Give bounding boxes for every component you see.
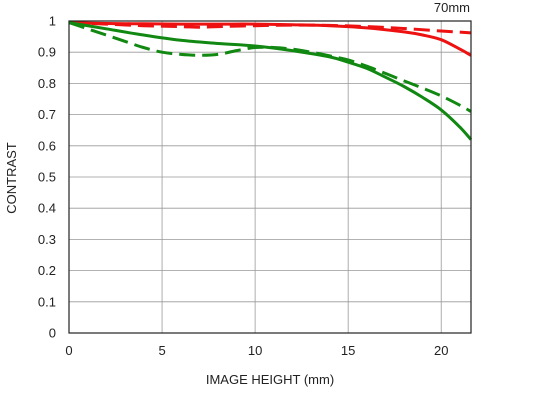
series-line-1 [68, 21, 472, 57]
y-tick-label: 0.5 [38, 170, 56, 185]
y-tick-label: 0.6 [38, 138, 56, 153]
focal-length-label: 70mm [434, 0, 470, 15]
x-axis-title: IMAGE HEIGHT (mm) [206, 372, 334, 387]
y-tick-label: 0.8 [38, 76, 56, 91]
series-line-4 [68, 21, 472, 113]
x-tick-labels: 0 5 10 15 20 [65, 343, 448, 358]
y-tick-labels: 0 0.1 0.2 0.3 0.4 0.5 0.6 0.7 0.8 0.9 1 [38, 14, 56, 341]
y-tick-label: 0.9 [38, 45, 56, 60]
y-tick-label: 0.3 [38, 232, 56, 247]
y-tick-label: 0.2 [38, 263, 56, 278]
x-tick-label: 20 [434, 343, 448, 358]
y-axis-title: CONTRAST [4, 142, 19, 214]
x-tick-label: 0 [65, 343, 72, 358]
x-tick-label: 15 [341, 343, 355, 358]
y-tick-label: 0.1 [38, 294, 56, 309]
series-layer [68, 21, 473, 141]
y-tick-label: 0.4 [38, 201, 56, 216]
y-tick-label: 1 [49, 14, 56, 29]
y-tick-label: 0 [49, 326, 56, 341]
x-tick-label: 5 [158, 343, 165, 358]
series-line-3 [68, 21, 473, 141]
plot-frame [68, 20, 472, 334]
series-line-2 [68, 21, 472, 35]
y-tick-label: 0.7 [38, 107, 56, 122]
grid-lines [68, 20, 471, 334]
x-tick-label: 10 [248, 343, 262, 358]
